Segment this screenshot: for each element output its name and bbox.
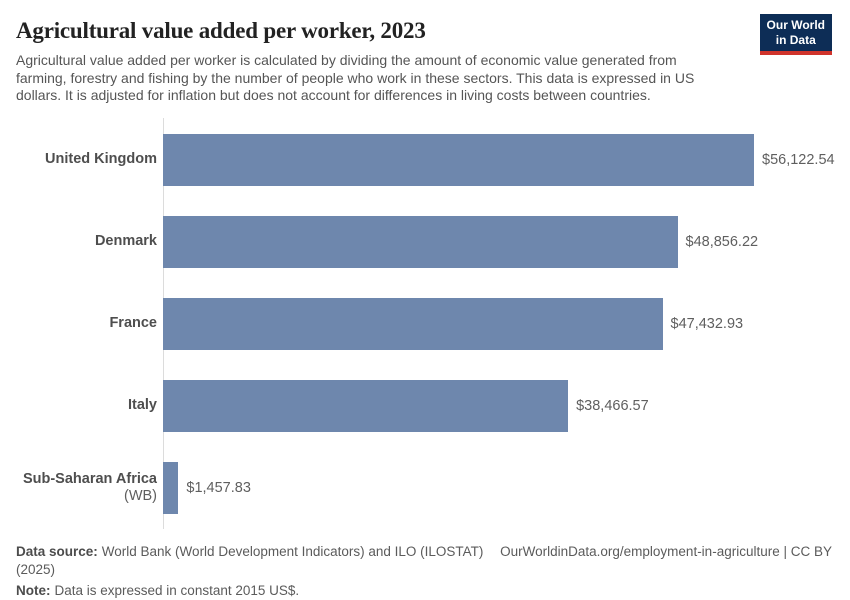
bar-track: $1,457.83 xyxy=(163,461,850,514)
value-label: $47,432.93 xyxy=(670,315,744,332)
bar xyxy=(163,461,179,514)
category-label: Italy xyxy=(0,397,163,414)
bar xyxy=(163,297,663,350)
owid-logo-line1: Our World xyxy=(766,18,825,32)
bar-track: $38,466.57 xyxy=(163,379,850,432)
category-label: Denmark xyxy=(0,233,163,250)
bar xyxy=(163,133,754,186)
chart-title: Agricultural value added per worker, 202… xyxy=(16,18,426,43)
chart-row: Sub-Saharan Africa (WB) $1,457.83 xyxy=(0,461,850,514)
chart-footer: Data source: World Bank (World Developmen… xyxy=(0,543,850,600)
data-source-label: Data source: xyxy=(16,543,98,559)
value-label: $56,122.54 xyxy=(762,151,835,168)
owid-link[interactable]: OurWorldinData.org/employment-in-agricul… xyxy=(500,543,832,559)
category-label: Sub-Saharan Africa (WB) xyxy=(0,471,163,504)
category-label: United Kingdom xyxy=(0,151,163,168)
data-source: Data source: World Bank (World Developmen… xyxy=(16,543,500,579)
value-label: $38,466.57 xyxy=(576,397,649,414)
footer-row: Data source: World Bank (World Developmen… xyxy=(16,543,832,579)
category-name: France xyxy=(109,315,157,332)
chart-row: France $47,432.93 xyxy=(0,297,850,350)
chart: United Kingdom $56,122.54 Denmark $48,85… xyxy=(0,117,850,529)
category-label: France xyxy=(0,315,163,332)
category-suffix: (WB) xyxy=(123,487,157,504)
category-name: Italy xyxy=(127,397,157,414)
chart-subtitle: Agricultural value added per worker is c… xyxy=(16,52,695,103)
value-label: $48,856.22 xyxy=(685,233,759,250)
chart-row: Denmark $48,856.22 xyxy=(0,215,850,268)
category-name: Denmark xyxy=(94,233,157,250)
owid-logo-line2: in Data xyxy=(775,33,816,47)
note-text: Data is expressed in constant 2015 US$. xyxy=(54,582,300,598)
note-label: Note: xyxy=(16,582,51,598)
bar xyxy=(163,215,678,268)
chart-row: Italy $38,466.57 xyxy=(0,379,850,432)
bar-track: $56,122.54 xyxy=(163,133,850,186)
data-source-text: World Bank (World Development Indicators… xyxy=(16,543,484,577)
chart-row: United Kingdom $56,122.54 xyxy=(0,133,850,186)
bar-track: $47,432.93 xyxy=(163,297,850,350)
owid-logo[interactable]: Our World in Data xyxy=(759,14,832,55)
value-label: $1,457.83 xyxy=(186,479,251,496)
category-name: Sub-Saharan Africa xyxy=(22,470,157,487)
category-name: United Kingdom xyxy=(45,151,157,168)
footer-note: Note: Data is expressed in constant 2015 … xyxy=(16,582,832,600)
bar-track: $48,856.22 xyxy=(163,215,850,268)
bar xyxy=(163,379,569,432)
chart-header: Agricultural value added per worker, 202… xyxy=(0,0,850,105)
